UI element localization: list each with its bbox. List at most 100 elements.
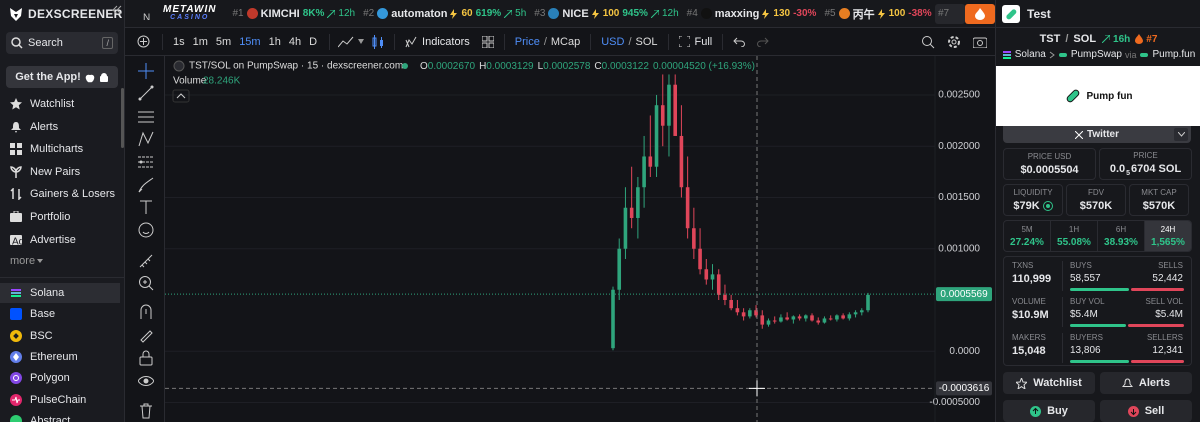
metric-row: $570K xyxy=(1080,200,1112,212)
icon-shape xyxy=(18,44,23,49)
links-expand[interactable] xyxy=(1174,128,1188,141)
chain-item[interactable]: Polygon xyxy=(0,368,120,388)
interval-button[interactable]: 15m xyxy=(239,35,261,48)
chain-item[interactable]: Ethereum xyxy=(0,347,120,367)
icon xyxy=(700,8,712,19)
trending-item[interactable]: #2 automaton 60 619% 5h xyxy=(363,8,526,20)
indicators-button[interactable]: Indicators xyxy=(405,36,470,48)
nav-item[interactable]: Alerts xyxy=(10,120,58,134)
chain-item[interactable]: BSC xyxy=(0,326,120,346)
interval-button[interactable]: 1m xyxy=(192,35,208,48)
watchlist-button[interactable]: Watchlist xyxy=(1003,372,1095,394)
nav-item[interactable]: Watchlist xyxy=(10,97,74,111)
stat-label: LIQUIDITY xyxy=(1013,188,1053,197)
icon xyxy=(138,63,154,79)
candle-body xyxy=(859,310,864,313)
chain-label: Ethereum xyxy=(30,350,78,363)
icon xyxy=(10,414,22,422)
icon-shape xyxy=(377,8,389,19)
nav-item[interactable]: Portfolio xyxy=(10,210,70,224)
icon xyxy=(762,8,770,19)
panel-header: Test xyxy=(996,0,1200,28)
chain-item[interactable]: Solana xyxy=(0,283,120,303)
twitter-link[interactable]: Twitter xyxy=(1003,126,1191,143)
change-tab[interactable]: 5M 27.24% xyxy=(1004,221,1050,251)
icon-shape xyxy=(1042,201,1053,211)
more-link[interactable]: more xyxy=(10,255,44,267)
currency-toggle[interactable]: USD / SOL xyxy=(601,36,657,48)
icon-shape xyxy=(139,254,153,268)
candle-body xyxy=(617,248,622,290)
more-label: more xyxy=(10,255,36,267)
stat-right-label: SELLERS xyxy=(1146,333,1183,342)
collapse-legend[interactable] xyxy=(172,89,190,103)
change-tab[interactable]: 6H 38.93% xyxy=(1097,221,1144,251)
nav-item[interactable]: New Pairs xyxy=(10,165,80,179)
icon xyxy=(975,8,985,20)
icon xyxy=(138,111,154,123)
icon-shape xyxy=(142,231,150,234)
interval-button[interactable]: 1h xyxy=(268,35,281,48)
change-tab[interactable]: 1H 55.08% xyxy=(1050,221,1097,251)
chain-item[interactable]: Base xyxy=(0,304,120,324)
dex-link[interactable]: PumpSwap xyxy=(1070,49,1122,60)
fullscreen-button[interactable]: Full xyxy=(678,36,712,48)
icon-shape xyxy=(327,9,336,18)
toggle-on: Price xyxy=(514,35,540,48)
icon-shape xyxy=(10,234,22,245)
change-tab[interactable]: 24H 1,565% xyxy=(1144,221,1191,251)
icon xyxy=(10,329,22,342)
candle-body xyxy=(660,105,665,126)
icon-shape xyxy=(143,378,149,384)
chain-item[interactable]: PulseChain xyxy=(0,390,120,410)
icon-shape xyxy=(140,200,152,214)
interval-button[interactable]: 4h xyxy=(288,35,302,48)
alerts-button[interactable]: Alerts xyxy=(1100,372,1192,394)
nav-item[interactable]: Ad Advertise xyxy=(10,233,76,247)
trending-item[interactable]: #5 丙午 100 -38% xyxy=(824,6,932,22)
trending-item[interactable]: #1 KIMCHI 8K% 12h xyxy=(232,8,355,20)
launchpad-link[interactable]: Pump.fun xyxy=(1152,49,1196,60)
trending-button[interactable] xyxy=(965,4,995,24)
buy-button[interactable]: Buy xyxy=(1003,400,1095,422)
interval-button[interactable]: 1s xyxy=(173,35,185,48)
candle-body xyxy=(766,320,771,325)
trending-change: -38% xyxy=(908,8,932,19)
candle-body xyxy=(636,187,640,218)
icon-shape xyxy=(481,35,488,41)
divider xyxy=(1062,333,1063,363)
get-app-button[interactable]: Get the App! xyxy=(6,66,118,88)
divider xyxy=(1062,261,1063,291)
stat-value: 0.056704 SOL xyxy=(1110,163,1181,177)
icon-shape xyxy=(11,295,21,297)
icon-shape xyxy=(838,8,850,19)
icon-shape xyxy=(1067,89,1080,103)
trending-item[interactable]: #4 maxxing 130 -30% xyxy=(687,8,817,20)
ad-banner[interactable]: METAWIN CASINO xyxy=(163,4,216,22)
search-box[interactable]: Search / xyxy=(6,32,118,54)
icon xyxy=(11,121,21,133)
icon xyxy=(1140,52,1149,57)
pair-links: Solana PumpSwap via Pump.fun xyxy=(996,49,1200,60)
icon xyxy=(10,350,22,363)
candle-body xyxy=(716,274,721,295)
icon-shape xyxy=(246,8,258,19)
interval-button[interactable]: D xyxy=(309,35,318,48)
stat-label: MKT CAP xyxy=(1141,188,1177,197)
icon-shape xyxy=(1058,52,1067,57)
trending-item[interactable]: #3 NICE 100 945% 12h xyxy=(534,8,678,20)
nav-item[interactable]: Multicharts xyxy=(10,142,83,156)
divider xyxy=(0,277,124,278)
y-tick-label: 0.001500 xyxy=(938,192,980,203)
separator xyxy=(590,33,592,50)
chain-link[interactable]: Solana xyxy=(1014,49,1046,60)
chain-label: Polygon xyxy=(30,372,70,385)
nav-item[interactable]: Gainers & Losers xyxy=(10,187,115,201)
sell-button-label: Sell xyxy=(1144,405,1165,417)
chain-item[interactable]: Abstract xyxy=(0,411,120,422)
stat-value: $570K xyxy=(1079,200,1113,212)
price-toggle[interactable]: Price / MCap xyxy=(515,36,580,48)
interval-button[interactable]: 5m xyxy=(215,35,232,48)
icon xyxy=(1177,132,1185,137)
sell-button[interactable]: Sell xyxy=(1100,400,1192,422)
